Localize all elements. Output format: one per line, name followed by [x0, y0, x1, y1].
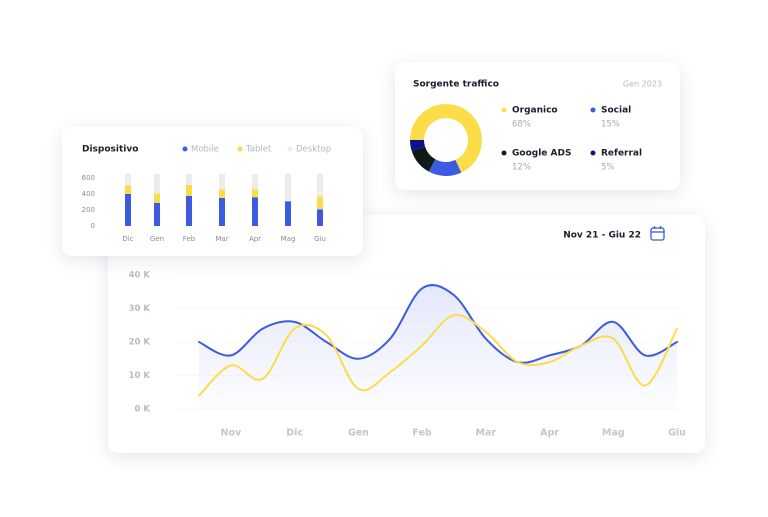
bar-segment	[285, 201, 291, 226]
calendar-icon[interactable]	[650, 226, 665, 241]
legend-label: Referral	[601, 149, 642, 159]
bar-segment	[125, 194, 131, 226]
legend-dot	[237, 146, 243, 152]
donut-slice	[428, 159, 462, 177]
pie-title: Sorgente traffico	[413, 80, 499, 90]
x-tick-label: Mag	[281, 235, 296, 243]
legend-label: Desktop	[296, 145, 331, 155]
device-card	[62, 127, 363, 256]
legend-label: Google ADS	[512, 149, 571, 159]
bar-segment	[219, 198, 225, 226]
x-tick-label: Mar	[476, 428, 497, 439]
y-tick-label: 400	[82, 190, 95, 198]
bar-segment	[154, 193, 160, 203]
legend-label: Tablet	[245, 145, 272, 155]
x-tick-label: Apr	[540, 428, 559, 439]
bar-segment	[125, 185, 131, 194]
value-label: 68%	[512, 120, 531, 130]
x-tick-label: Nov	[221, 428, 242, 439]
bar-title: Dispositivo	[82, 145, 138, 155]
value-label: 12%	[512, 163, 531, 173]
x-tick-label: Mag	[602, 428, 625, 439]
y-tick-label: 0	[91, 222, 95, 230]
y-tick-label: 200	[82, 206, 95, 214]
donut-slice	[411, 146, 436, 172]
y-tick-label: 10 K	[129, 371, 151, 381]
legend-dot	[590, 107, 596, 113]
legend-dot	[590, 150, 596, 156]
bar-segment	[186, 184, 192, 196]
y-tick-label: 30 K	[129, 304, 151, 314]
bar-segment	[154, 202, 160, 226]
donut-slice	[410, 140, 426, 152]
legend-label: Mobile	[191, 145, 219, 155]
y-tick-label: 600	[82, 174, 95, 182]
y-tick-label: 20 K	[129, 338, 151, 348]
line-series	[198, 313, 678, 397]
x-tick-label: Giu	[668, 428, 686, 439]
bar-segment	[186, 174, 192, 185]
value-label: 15%	[601, 120, 620, 130]
x-tick-label: Mar	[215, 235, 228, 243]
bar-segment	[252, 197, 258, 226]
legend-dot	[182, 146, 188, 152]
bar-segment	[285, 174, 291, 202]
legend-dot	[287, 146, 293, 152]
line-subtitle: Nov 21 - Giu 22	[563, 231, 641, 241]
y-tick-label: 40 K	[129, 271, 151, 281]
value-label: 5%	[601, 163, 615, 173]
legend-label: Social	[601, 106, 631, 116]
bar-segment	[252, 174, 258, 190]
x-tick-label: Apr	[249, 235, 261, 243]
x-tick-label: Feb	[183, 235, 196, 243]
x-tick-label: Feb	[412, 428, 432, 439]
bar-segment	[317, 196, 323, 210]
line-series	[198, 284, 678, 364]
x-tick-label: Dic	[122, 235, 133, 243]
bar-segment	[317, 209, 323, 226]
legend-dot	[501, 107, 507, 113]
pie-subtitle: Gen 2023	[623, 80, 662, 89]
x-tick-label: Giu	[314, 235, 326, 243]
bar-segment	[186, 196, 192, 226]
bar-segment	[219, 174, 225, 190]
legend-label: Organico	[512, 106, 558, 116]
area-fill	[199, 285, 677, 409]
bar-segment	[252, 189, 258, 198]
x-tick-label: Gen	[150, 235, 164, 243]
bar-segment	[219, 189, 225, 198]
legend-dot	[501, 150, 507, 156]
bar-segment	[317, 174, 323, 197]
bar-segment	[125, 174, 131, 186]
y-tick-label: 0 K	[135, 405, 151, 415]
bar-segment	[154, 174, 160, 194]
donut-slice	[410, 104, 482, 173]
x-tick-label: Dic	[286, 428, 303, 439]
x-tick-label: Gen	[348, 428, 369, 439]
